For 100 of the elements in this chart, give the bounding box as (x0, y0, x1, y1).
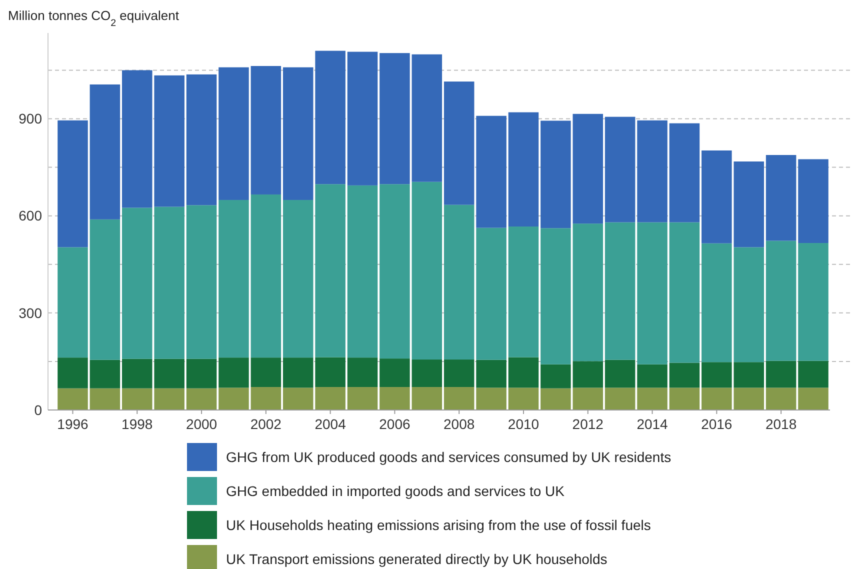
y-tick-label: 600 (18, 208, 42, 224)
bar (250, 194, 282, 358)
y-tick-label: 900 (18, 110, 42, 127)
bar (58, 388, 88, 410)
bar (412, 182, 442, 360)
bar (315, 387, 346, 410)
x-tick-label: 2014 (636, 416, 668, 432)
bar (186, 205, 217, 359)
bar (572, 114, 604, 224)
y-axis-title: Million tonnes CO$_{2}$ equivalent (8, 8, 180, 28)
x-tick-label: 2004 (314, 416, 346, 432)
bar (508, 388, 539, 410)
x-tick-label: 2012 (572, 416, 604, 432)
bar (218, 200, 249, 358)
bar (250, 358, 282, 388)
bar (380, 184, 410, 359)
legend-label: UK Households heating emissions arising from the use of fossil fuels (226, 516, 651, 533)
bar (218, 67, 249, 200)
bar (186, 358, 217, 388)
bar (669, 388, 700, 410)
bar (572, 388, 604, 410)
bar (540, 388, 571, 410)
bar (186, 74, 217, 206)
bar (58, 358, 88, 388)
bar (637, 388, 668, 410)
bar (282, 388, 314, 410)
bar (282, 200, 314, 358)
bar (315, 357, 346, 388)
bar (412, 54, 442, 182)
bar (380, 387, 410, 410)
bar (412, 360, 442, 388)
bar (412, 387, 442, 410)
bar (540, 228, 571, 364)
bar (540, 364, 571, 388)
bar (637, 120, 668, 222)
bar (218, 358, 249, 388)
x-tick-label: 2016 (701, 416, 732, 432)
legend-label: GHG from UK produced goods and services consumed by UK residents (226, 448, 672, 465)
legend-label: GHG embedded in imported goods and services to UK (226, 482, 566, 499)
bar (508, 357, 539, 388)
bar (766, 155, 796, 241)
bar (604, 360, 636, 388)
x-tick-label: 2018 (765, 416, 797, 432)
bar (90, 84, 120, 220)
bar (90, 388, 120, 410)
bar (347, 52, 378, 186)
y-tick-label: 300 (18, 304, 42, 321)
y-tick-label: 0 (34, 402, 42, 418)
bar (444, 204, 474, 360)
bar (58, 247, 88, 358)
x-tick-label: 1998 (122, 416, 153, 432)
bar (282, 67, 314, 200)
bar (186, 388, 217, 410)
bar (476, 388, 506, 410)
bar (540, 120, 571, 228)
bar (798, 360, 828, 388)
bar (766, 360, 796, 388)
bar (347, 387, 378, 410)
x-tick-label: 2008 (444, 416, 475, 432)
bar (669, 123, 700, 222)
legend-label: UK Transport emissions generated directly by UK households (226, 550, 608, 567)
bar (380, 358, 410, 388)
bar (798, 159, 828, 244)
x-tick-label: 1996 (57, 416, 89, 432)
bar (604, 388, 636, 410)
bar (798, 243, 828, 361)
bar (444, 82, 474, 205)
bar (508, 226, 539, 358)
x-tick-label: 2002 (250, 416, 282, 432)
bar (444, 360, 474, 388)
bar (58, 120, 88, 248)
bar (669, 222, 700, 363)
bar (347, 358, 378, 388)
bar (444, 387, 474, 410)
bar (282, 358, 314, 388)
bar (766, 240, 796, 361)
bar (508, 112, 539, 227)
bar (604, 222, 636, 360)
bar (637, 364, 668, 388)
bar (637, 222, 668, 364)
bar (572, 361, 604, 388)
bar (669, 362, 700, 388)
x-tick-label: 2000 (186, 416, 218, 432)
bar (798, 388, 828, 410)
bar (250, 66, 282, 194)
bar (347, 185, 378, 358)
x-tick-label: 2010 (508, 416, 540, 432)
bar (604, 116, 636, 222)
bar (315, 50, 346, 184)
bar (476, 228, 506, 360)
bar (476, 116, 506, 228)
x-tick-label: 2006 (379, 416, 410, 432)
bar (572, 224, 604, 362)
bar (218, 388, 249, 410)
bar (315, 184, 346, 358)
bar (380, 53, 410, 184)
bar (90, 360, 120, 388)
bar (476, 360, 506, 388)
bar (766, 388, 796, 410)
bar (250, 387, 282, 410)
